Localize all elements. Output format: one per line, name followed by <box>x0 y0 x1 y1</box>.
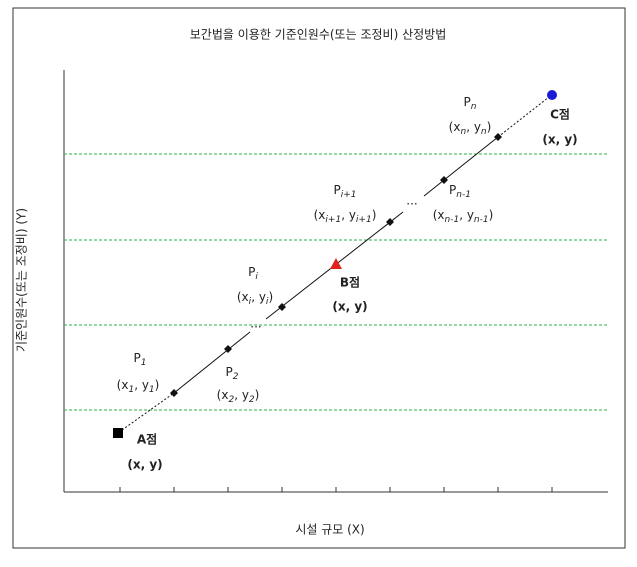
text-part: P <box>248 265 255 279</box>
subscript: n <box>460 127 466 137</box>
subscript: 1 <box>128 385 134 395</box>
frame <box>12 7 626 549</box>
subscript: n-1 <box>474 215 489 225</box>
plot-area <box>63 70 608 493</box>
text-part: (x <box>314 208 326 222</box>
point-coord: (xi​, yi​) <box>237 290 273 307</box>
x-axis-label: 시설 규모 (X) <box>295 523 364 537</box>
text-part: (x <box>237 290 249 304</box>
text-part: (x <box>433 208 445 222</box>
subscript: 1 <box>149 385 155 395</box>
subscript: 2 <box>249 395 255 405</box>
subscript: i+1 <box>341 190 357 200</box>
subscript: i <box>249 297 252 307</box>
point-name: Pi+1​ <box>333 183 356 200</box>
reference-coord: (x, y) <box>542 133 577 147</box>
text-part: ) <box>489 208 494 222</box>
x-ticks <box>119 487 553 492</box>
point-coord: (xi+1​, yi+1​) <box>314 208 377 225</box>
reference-coord: (x, y) <box>127 458 162 472</box>
text-part: , y <box>251 290 266 304</box>
ellipsis: ... <box>250 317 261 331</box>
subscript: n <box>471 102 477 112</box>
marker-c <box>547 90 557 100</box>
text-part: ) <box>372 208 377 222</box>
text-part: P <box>449 183 456 197</box>
text-part: ) <box>268 290 273 304</box>
subscript: i <box>266 297 269 307</box>
text-part: , y <box>459 208 474 222</box>
point-coord: (xn-1​, yn-1​) <box>433 208 494 225</box>
text-part: ) <box>255 388 260 402</box>
reference-name: A점 <box>137 432 157 447</box>
subscript: 2 <box>233 372 239 382</box>
text-part: , y <box>134 378 149 392</box>
point-markers <box>170 133 502 397</box>
reference-name: C점 <box>550 107 570 122</box>
subscript: 2 <box>228 395 234 405</box>
text-part: , y <box>234 388 249 402</box>
point-name: P1​ <box>134 351 147 368</box>
text-part: P <box>464 95 471 109</box>
text-part: P <box>333 183 340 197</box>
text-part: (x <box>217 388 229 402</box>
title: 보간법을 이용한 기준인원수(또는 조정비) 산정방법 <box>190 28 446 42</box>
text-part: P <box>226 365 233 379</box>
text-part: P <box>134 351 141 365</box>
marker-b <box>330 258 342 269</box>
text-part: (x <box>449 120 461 134</box>
ellipsis: ... <box>406 194 417 208</box>
subscript: n-1 <box>456 190 471 200</box>
subscript: n <box>481 127 487 137</box>
text-part: (x <box>117 378 129 392</box>
subscript: i <box>255 272 258 282</box>
point-coord: (xn​, yn​) <box>449 120 492 137</box>
y-axis-label: 기준인원수(또는 조정비) (Y) <box>15 208 29 352</box>
subscript: 1 <box>141 358 147 368</box>
subscript: n-1 <box>445 215 460 225</box>
text-part: ) <box>155 378 160 392</box>
text-part: ) <box>487 120 492 134</box>
point-name: Pi​ <box>248 265 258 282</box>
text-part: , y <box>466 120 481 134</box>
subscript: i+1 <box>325 215 341 225</box>
marker-a <box>113 428 123 438</box>
point-name: Pn​ <box>464 95 477 112</box>
point-name: Pn-1​ <box>449 183 471 200</box>
point-name: P2​ <box>226 365 239 382</box>
subscript: i+1 <box>356 215 372 225</box>
text-part: , y <box>341 208 356 222</box>
point-coord: (x2​, y2​) <box>217 388 260 405</box>
point-coord: (x1​, y1​) <box>117 378 160 395</box>
reference-coord: (x, y) <box>332 300 367 314</box>
reference-name: B점 <box>340 275 360 290</box>
